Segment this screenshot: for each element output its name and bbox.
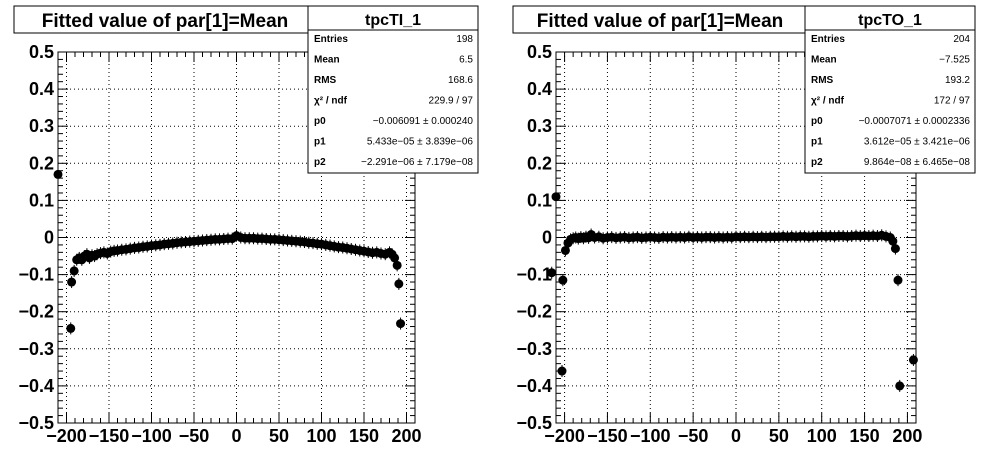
stats-name: tpcTI_1: [365, 12, 421, 29]
y-tick-label: −0.2: [18, 302, 54, 322]
data-points: [53, 168, 406, 335]
x-tick-label: 150: [850, 426, 880, 446]
stats-row-value: 9.864e−08 ± 6.465e−08: [864, 157, 971, 168]
title-box: [13, 5, 317, 34]
data-point: [895, 381, 905, 391]
stats-row-value: 198: [456, 34, 473, 45]
stats-box-frame: [307, 5, 479, 174]
stats-row-value: 168.6: [448, 75, 473, 86]
x-tick-label: −200: [46, 426, 87, 446]
x-tick-label: 0: [731, 426, 741, 446]
stats-row-label: Entries: [811, 34, 845, 45]
stats-row-label: Mean: [811, 55, 837, 66]
stats-row-label: p0: [314, 116, 326, 127]
chart-panel-2: −200 −150 −100 −50 0 50 100 150 200 −0.5 −0.4 −0.3 −…: [512, 5, 976, 446]
stats-box: tpcTO_1 Entries 204 Mean −7.525 RMS 193.2 χ² / …: [804, 5, 976, 174]
stats-row-label: p0: [811, 116, 823, 127]
data-point: [551, 192, 561, 202]
stats-row-value: −7.525: [939, 55, 970, 66]
stats-row-value: 193.2: [945, 75, 970, 86]
data-point: [394, 279, 404, 289]
chart-title: Fitted value of par[1]=Mean: [42, 11, 289, 32]
x-tick-label: −150: [89, 426, 130, 446]
x-tick-label: 200: [391, 426, 421, 446]
x-tick-label: −200: [544, 426, 585, 446]
stats-row-label: Mean: [314, 55, 340, 66]
data-point: [908, 355, 918, 365]
y-tick-label: 0.5: [527, 42, 552, 62]
data-point: [558, 275, 568, 285]
y-tick-label: −0.1: [18, 265, 54, 285]
x-tick-label: −150: [587, 426, 628, 446]
stats-row-label: p1: [314, 137, 326, 148]
y-tick-label: 0.2: [29, 153, 54, 173]
data-point: [392, 260, 402, 270]
stats-row-label: RMS: [314, 75, 337, 86]
stats-row-label: χ² / ndf: [314, 96, 348, 107]
y-tick-label: −0.2: [516, 302, 552, 322]
y-tick-label: 0.1: [29, 190, 54, 210]
stats-row-value: 204: [953, 34, 970, 45]
data-point: [67, 277, 77, 287]
stats-row-label: p1: [811, 137, 823, 148]
stats-row-label: Entries: [314, 34, 348, 45]
y-tick-label: −0.4: [18, 376, 54, 396]
x-tick-label: 150: [349, 426, 379, 446]
stats-row-value: 3.612e−05 ± 3.421e−06: [864, 137, 971, 148]
y-tick-label: −0.1: [516, 265, 552, 285]
stats-row-value: −0.006091 ± 0.000240: [373, 116, 474, 127]
y-tick-label: −0.5: [516, 413, 552, 433]
data-points: [547, 190, 918, 392]
y-tick-label: −0.3: [516, 339, 552, 359]
y-tick-label: 0.1: [527, 190, 552, 210]
x-tick-label: −50: [678, 426, 709, 446]
x-tick-label: 100: [306, 426, 336, 446]
data-point: [66, 323, 76, 333]
y-tick-label: 0.5: [29, 42, 54, 62]
y-tick-label: −0.5: [18, 413, 54, 433]
data-point: [893, 275, 903, 285]
chart-title: Fitted value of par[1]=Mean: [537, 11, 784, 32]
stats-row-value: 172 / 97: [934, 96, 971, 107]
stats-row-value: −0.0007071 ± 0.0002336: [859, 116, 971, 127]
y-tick-label: 0.3: [29, 116, 54, 136]
stats-name: tpcTO_1: [858, 12, 922, 29]
stats-row-value: 5.433e−05 ± 3.839e−06: [367, 137, 474, 148]
stats-row-value: 6.5: [459, 55, 473, 66]
stats-row-value: −2.291e−06 ± 7.179e−08: [361, 157, 473, 168]
title-box: [512, 5, 808, 34]
chart-panel-1: −200 −150 −100 −50 0 50 100 150 200 −0.5 −0.4 −0.3 −…: [13, 5, 479, 446]
x-tick-label: 50: [269, 426, 289, 446]
stats-box-frame: [804, 5, 976, 174]
x-tick-label: 50: [769, 426, 789, 446]
x-tick-label: 0: [231, 426, 241, 446]
stats-row-label: p2: [811, 157, 823, 168]
y-tick-label: 0.4: [527, 79, 552, 99]
data-point: [547, 268, 557, 278]
data-point: [557, 366, 567, 376]
stats-row-label: χ² / ndf: [811, 96, 845, 107]
x-tick-label: −100: [131, 426, 172, 446]
stats-box: tpcTI_1 Entries 198 Mean 6.5 RMS 168.6 χ² / ndf…: [307, 5, 479, 174]
data-point: [53, 169, 63, 179]
data-point: [890, 244, 900, 254]
x-tick-label: 100: [807, 426, 837, 446]
x-tick-label: 200: [892, 426, 922, 446]
stats-row-label: p2: [314, 157, 326, 168]
data-point: [396, 319, 406, 329]
stats-row-value: 229.9 / 97: [429, 96, 474, 107]
y-tick-label: −0.4: [516, 376, 552, 396]
y-tick-label: 0: [44, 228, 54, 248]
data-point: [69, 266, 79, 276]
y-tick-label: −0.3: [18, 339, 54, 359]
x-tick-label: −100: [630, 426, 671, 446]
stats-row-label: RMS: [811, 75, 834, 86]
y-tick-label: 0: [542, 228, 552, 248]
x-tick-label: −50: [179, 426, 210, 446]
y-tick-label: 0.2: [527, 153, 552, 173]
y-tick-label: 0.4: [29, 79, 54, 99]
y-tick-label: 0.3: [527, 116, 552, 136]
